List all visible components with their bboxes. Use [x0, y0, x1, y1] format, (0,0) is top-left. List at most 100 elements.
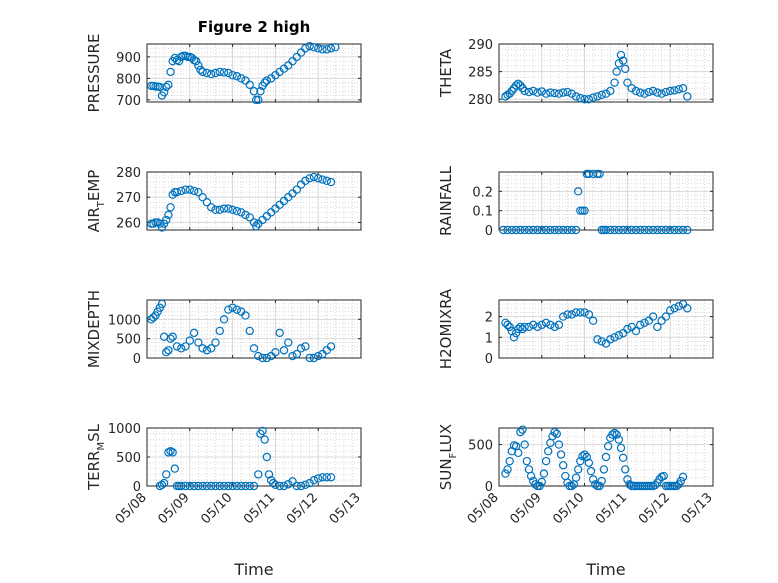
data-point	[653, 322, 662, 332]
data-point	[507, 225, 517, 235]
data-point	[326, 473, 336, 482]
data-point	[236, 74, 246, 83]
grid	[146, 43, 362, 102]
data-point	[623, 475, 632, 484]
data-point	[296, 344, 306, 353]
data-point	[503, 225, 512, 235]
data-point	[194, 481, 203, 491]
data-point	[196, 65, 205, 74]
data-point	[640, 225, 649, 235]
data-point	[550, 88, 559, 98]
data-point	[162, 470, 171, 479]
data-point	[198, 481, 207, 491]
y-tick-label: 0	[133, 352, 141, 367]
data-point	[573, 187, 583, 196]
data-point	[670, 225, 679, 235]
data-point	[284, 480, 293, 489]
data-point	[309, 172, 319, 182]
subplot-pressure: 700 800 900 PRESSURE Figure 2 high	[85, 18, 362, 112]
data-point	[614, 225, 624, 235]
data-point	[228, 70, 237, 80]
data-point	[224, 481, 233, 491]
y-tick-label: 280	[468, 93, 493, 108]
data-point	[505, 456, 514, 466]
data-point	[571, 308, 581, 317]
data-point	[544, 447, 553, 456]
data-point	[296, 48, 306, 57]
data-point	[198, 67, 207, 77]
data-point	[262, 76, 272, 85]
data-point	[301, 176, 310, 186]
data-point	[172, 187, 182, 197]
data-point	[164, 346, 173, 355]
figure-title: Figure 2 high	[198, 18, 311, 36]
data-point	[219, 315, 229, 324]
data-point	[580, 95, 589, 104]
axes-frame	[498, 299, 714, 359]
data-point	[305, 41, 314, 51]
y-tick-label: 500	[116, 333, 141, 348]
data-point	[279, 346, 289, 355]
data-point	[593, 335, 602, 344]
data-point	[198, 193, 207, 202]
y-axis-label: H2OMIXRA	[437, 288, 455, 369]
y-axis-label: MIXDEPTH	[85, 290, 103, 368]
y-tick-label: 0	[485, 224, 493, 239]
data-point	[309, 353, 319, 363]
data-point	[651, 480, 660, 490]
data-point	[162, 215, 171, 225]
data-point	[202, 481, 212, 491]
data-point	[164, 80, 173, 90]
data-point	[172, 342, 182, 351]
data-point	[305, 478, 314, 488]
data-point	[636, 320, 645, 330]
data-point	[631, 225, 641, 235]
series-points	[147, 299, 336, 363]
data-point	[571, 473, 581, 482]
axes-frame	[146, 43, 362, 103]
axes-frame	[498, 43, 714, 103]
data-point	[228, 481, 237, 491]
data-point	[661, 225, 671, 235]
axes-frame	[498, 427, 714, 487]
data-point	[614, 59, 624, 68]
series-points	[501, 299, 692, 348]
data-point	[648, 312, 658, 321]
data-point	[666, 225, 675, 235]
data-point	[563, 87, 572, 97]
data-point	[595, 481, 604, 491]
data-point	[206, 344, 216, 353]
data-point	[181, 185, 190, 194]
data-point	[288, 351, 297, 361]
y-axis-label: RAINFALL	[437, 165, 455, 236]
data-point	[322, 473, 331, 482]
data-point	[516, 225, 525, 235]
data-point	[606, 335, 615, 344]
series-points	[155, 426, 336, 491]
data-point	[516, 322, 525, 332]
subplot-theta: 280 285 290 THETA	[437, 38, 714, 108]
data-point	[511, 225, 521, 235]
data-point	[563, 310, 572, 319]
data-point	[529, 320, 538, 330]
data-point	[219, 481, 229, 491]
data-point	[232, 481, 242, 491]
data-point	[533, 88, 542, 97]
data-point	[318, 45, 327, 54]
data-point	[305, 174, 314, 183]
data-point	[249, 344, 259, 353]
data-point	[256, 87, 265, 96]
data-point	[168, 190, 177, 199]
data-point	[541, 318, 551, 327]
data-point	[520, 86, 529, 96]
data-point	[546, 320, 555, 330]
data-point	[202, 68, 212, 78]
data-point	[576, 93, 585, 103]
data-point	[588, 169, 598, 179]
data-point	[606, 86, 615, 96]
data-point	[236, 208, 246, 217]
data-point	[177, 481, 186, 491]
y-tick-label: 0	[133, 480, 141, 495]
x-axis-label: Time	[233, 560, 273, 579]
data-point	[648, 86, 658, 96]
